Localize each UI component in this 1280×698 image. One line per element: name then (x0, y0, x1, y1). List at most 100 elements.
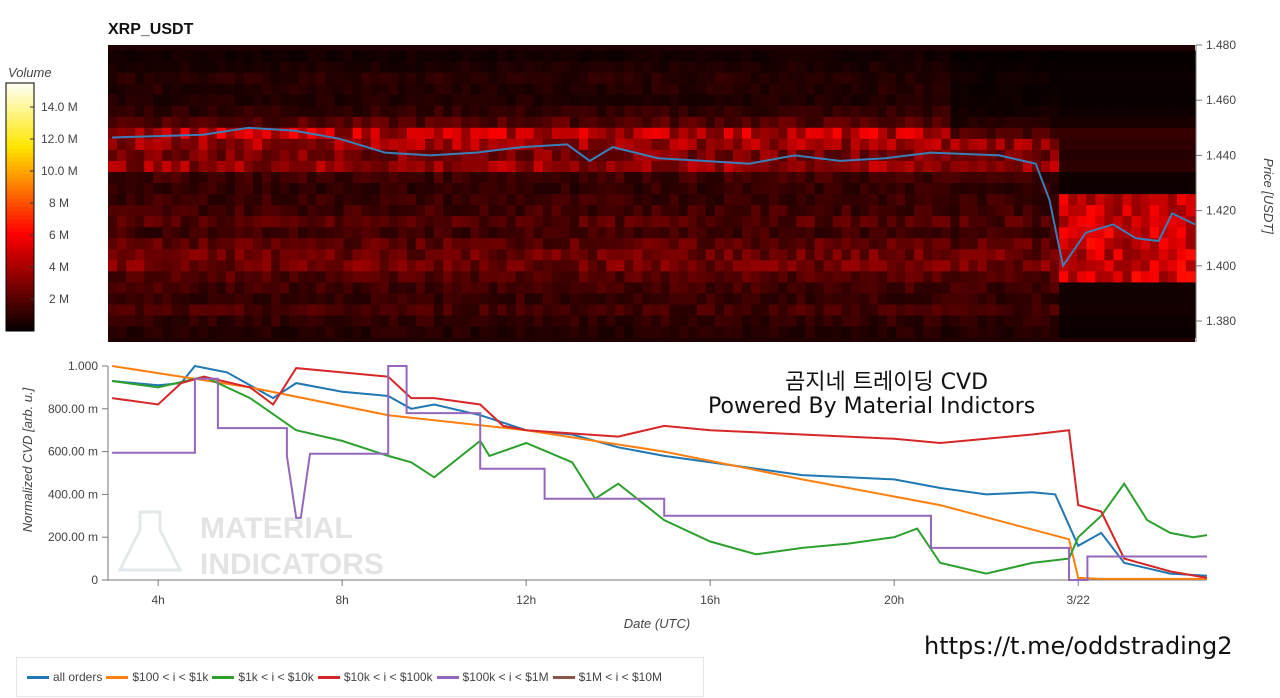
heatmap-cell (1022, 271, 1033, 283)
heatmap-cell (1131, 72, 1142, 84)
legend-item[interactable]: $100 < i < $1k (106, 670, 208, 684)
telegram-link[interactable]: https://t.me/oddstrading2 (924, 632, 1233, 660)
heatmap-cell (868, 138, 879, 151)
heatmap-cell (243, 260, 254, 272)
heatmap-cell (1140, 138, 1151, 151)
heatmap-cell (135, 282, 145, 294)
heatmap-cell (696, 83, 707, 95)
heatmap-cell (497, 227, 508, 239)
heatmap-cell (932, 160, 942, 173)
heatmap-cell (950, 304, 961, 316)
y-tick-label: 600.00 m (48, 445, 98, 459)
heatmap-cell (225, 227, 236, 239)
heatmap-cell (307, 205, 317, 217)
heatmap-cell (959, 238, 970, 250)
heatmap-cell (642, 238, 653, 250)
heatmap-cell (669, 227, 680, 239)
heatmap-cell (1167, 138, 1178, 151)
heatmap-cell (597, 216, 607, 228)
heatmap-cell (225, 116, 236, 129)
heatmap-cell (1176, 149, 1187, 162)
heatmap-cell (968, 194, 979, 206)
heatmap-cell (1176, 105, 1187, 118)
heatmap-cell (995, 194, 1006, 206)
heatmap-cell (162, 61, 172, 73)
heatmap-cell (751, 138, 761, 151)
heatmap-cell (968, 326, 979, 338)
heatmap-cell (470, 238, 480, 250)
heatmap-cell (1059, 304, 1069, 316)
heatmap-cell (941, 293, 952, 305)
legend-item[interactable]: all orders (27, 670, 102, 684)
heatmap-cell (751, 205, 761, 217)
heatmap-cell (1050, 293, 1060, 305)
heatmap-cell (896, 138, 906, 151)
heatmap-cell (443, 205, 453, 217)
heatmap-cell (479, 116, 490, 129)
heatmap-cell (714, 326, 725, 338)
legend-item[interactable]: $1M < i < $10M (552, 670, 662, 684)
heatmap-cell (1095, 326, 1106, 338)
heatmap-cell (769, 160, 779, 173)
heatmap-cell (796, 304, 807, 316)
heatmap-cell (1032, 315, 1042, 327)
heatmap-cell (950, 83, 961, 95)
heatmap-cell (207, 293, 218, 305)
heatmap-cell (533, 138, 544, 151)
heatmap-cell (325, 127, 336, 140)
heatmap-cell (742, 249, 752, 261)
heatmap-cell (941, 127, 952, 140)
heatmap-cell (850, 293, 861, 305)
heatmap-cell (570, 227, 580, 239)
heatmap-cell (452, 216, 462, 228)
heatmap-cell (977, 116, 988, 129)
heatmap-cell (778, 105, 788, 118)
heatmap-cell (361, 282, 372, 294)
heatmap-cell (434, 116, 444, 129)
heatmap-cell (108, 83, 118, 95)
heatmap-cell (914, 94, 924, 107)
heatmap-cell (986, 227, 997, 239)
heatmap-cell (434, 127, 444, 140)
heatmap-cell (479, 50, 490, 62)
heatmap-cell (805, 183, 816, 195)
heatmap-cell (515, 194, 526, 206)
heatmap-cell (533, 149, 544, 162)
heatmap-cell (751, 249, 761, 261)
heatmap-cell (1131, 326, 1142, 338)
heatmap-cell (162, 149, 172, 162)
heatmap-cell (660, 249, 671, 261)
heatmap-cell (633, 127, 644, 140)
heatmap-cell (878, 127, 888, 140)
heatmap-cell (733, 260, 743, 272)
heatmap-cell (162, 293, 172, 305)
heatmap-cell (606, 172, 616, 184)
legend-item[interactable]: $1k < i < $10k (212, 670, 314, 684)
heatmap-cell (1104, 160, 1115, 173)
heatmap-cell (234, 304, 245, 316)
heatmap-cell (298, 326, 308, 338)
heatmap-cell (705, 282, 716, 294)
heatmap-cell (271, 105, 281, 118)
heatmap-cell (742, 83, 752, 95)
heatmap-cell (515, 83, 526, 95)
heatmap-cell (343, 238, 354, 250)
heatmap-cell (162, 172, 172, 184)
heatmap-cell (162, 282, 172, 294)
heatmap-cell (850, 183, 861, 195)
legend-item[interactable]: $10k < i < $100k (317, 670, 433, 684)
heatmap-cell (117, 160, 127, 173)
heatmap-cell (452, 72, 462, 84)
heatmap-cell (977, 94, 988, 107)
heatmap-cell (859, 326, 870, 338)
heatmap-cell (1022, 326, 1033, 338)
heatmap-cell (406, 172, 417, 184)
heatmap-cell (280, 194, 290, 206)
heatmap-cell (542, 315, 553, 327)
heatmap-cell (742, 282, 752, 294)
heatmap-cell (325, 183, 336, 195)
legend-item[interactable]: $100k < i < $1M (436, 670, 549, 684)
heatmap-cell (841, 116, 852, 129)
heatmap-cell (1158, 326, 1169, 338)
heatmap-cell (225, 293, 236, 305)
